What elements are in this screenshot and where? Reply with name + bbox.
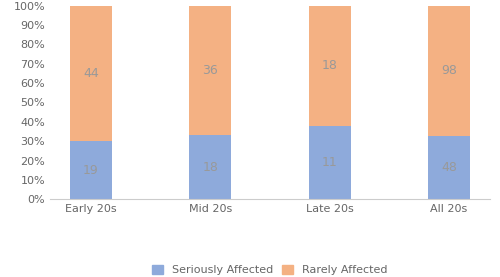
Text: 11: 11 [322,156,338,169]
Text: 98: 98 [441,64,457,77]
Text: 44: 44 [83,67,99,80]
Bar [190,135,231,199]
Text: 36: 36 [202,64,218,77]
Legend: Seriously Affected, Rarely Affected: Seriously Affected, Rarely Affected [152,265,388,275]
Bar [309,6,350,126]
Bar [428,136,470,199]
Bar [190,6,231,135]
Bar [70,141,112,199]
Text: 48: 48 [441,161,457,174]
Bar [70,6,112,141]
Bar [428,6,470,136]
Text: 19: 19 [83,164,99,177]
Bar [309,126,350,199]
Text: 18: 18 [202,161,218,174]
Text: 18: 18 [322,59,338,72]
